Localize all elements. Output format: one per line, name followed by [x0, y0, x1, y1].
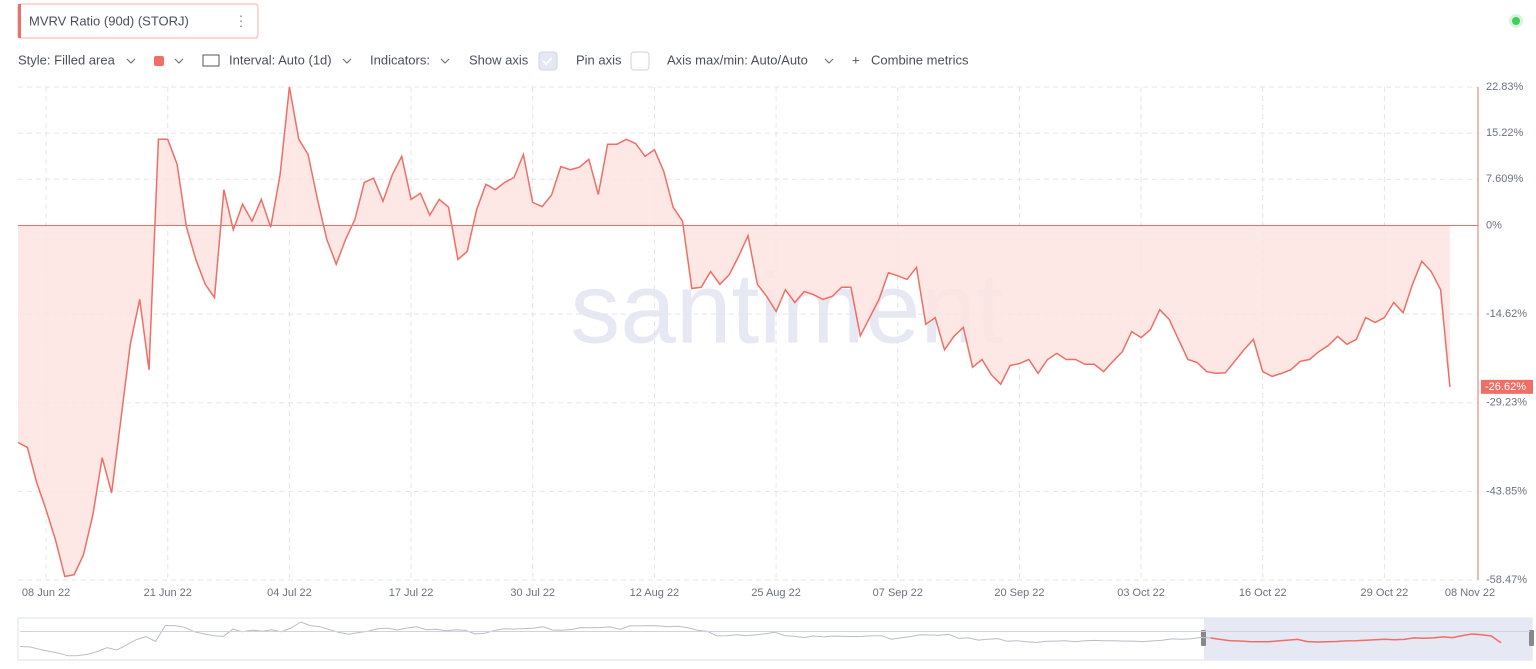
x-tick-label: 08 Nov 22 [1445, 587, 1495, 599]
x-tick-label: 03 Oct 22 [1117, 587, 1165, 599]
combine-metrics[interactable]: Combine metrics [871, 52, 969, 67]
color-picker[interactable] [154, 56, 164, 66]
pin-axis-checkbox[interactable] [630, 51, 650, 71]
x-tick-label: 08 Jun 22 [22, 587, 70, 599]
pin-axis-label: Pin axis [576, 52, 622, 67]
line [17, 86, 1451, 578]
interval-icon [202, 54, 220, 67]
y-tick-label: 15.22% [1486, 127, 1524, 139]
navigator-selection[interactable] [1204, 618, 1532, 660]
y-tick-label: -14.62% [1486, 308, 1527, 320]
plus-icon: + [852, 52, 860, 67]
menu-icon[interactable]: ⋮ [234, 13, 248, 29]
indicators-dropdown[interactable]: Indicators: [370, 52, 430, 67]
y-tick-label: -29.23% [1486, 397, 1527, 409]
plot: 08 Jun 22 21 Jun 22 04 Jul 22 17 Jul 22 30 J… [17, 81, 1533, 599]
checkmark [542, 57, 553, 66]
x-tick-label: 21 Jun 22 [144, 587, 192, 599]
y-tick-label: -58.47% [1486, 574, 1527, 586]
x-tick-label: 16 Oct 22 [1239, 587, 1287, 599]
style-dropdown[interactable]: Style: Filled area [18, 52, 116, 67]
show-axis-label: Show axis [469, 52, 529, 67]
interval-dropdown[interactable]: Interval: Auto (1d) [229, 52, 332, 67]
x-tick-label: 04 Jul 22 [267, 587, 312, 599]
y-tick-label: -43.85% [1486, 485, 1527, 497]
x-tick-label: 29 Oct 22 [1361, 587, 1409, 599]
x-tick-label: 25 Aug 22 [751, 587, 801, 599]
metric-title: MVRV Ratio (90d) (STORJ) [29, 13, 189, 28]
chevron [824, 58, 834, 64]
x-tick-label: 12 Aug 22 [630, 587, 680, 599]
x-tick-label: 17 Jul 22 [389, 587, 434, 599]
area [18, 87, 1450, 577]
chevron [342, 58, 352, 64]
y-tick-label: 0% [1486, 219, 1502, 231]
navigator-handle[interactable] [1529, 630, 1534, 646]
current-value-label: -26.62% [1485, 381, 1526, 393]
x-tick-label: 07 Sep 22 [873, 587, 923, 599]
y-tick-label: 7.609% [1486, 173, 1524, 185]
status-dot [1512, 17, 1520, 25]
title-accent [18, 4, 21, 38]
x-tick-label: 20 Sep 22 [994, 587, 1044, 599]
navigator-selected-line [1210, 633, 1502, 644]
axis-minmax-dropdown[interactable]: Axis max/min: Auto/Auto [667, 52, 808, 67]
chevron [126, 58, 136, 64]
current-value-badge [1481, 379, 1533, 394]
chevron [174, 58, 184, 64]
x-tick-label: 30 Jul 22 [510, 587, 555, 599]
chevron [440, 58, 450, 64]
y-tick-label: 22.83% [1486, 81, 1524, 93]
